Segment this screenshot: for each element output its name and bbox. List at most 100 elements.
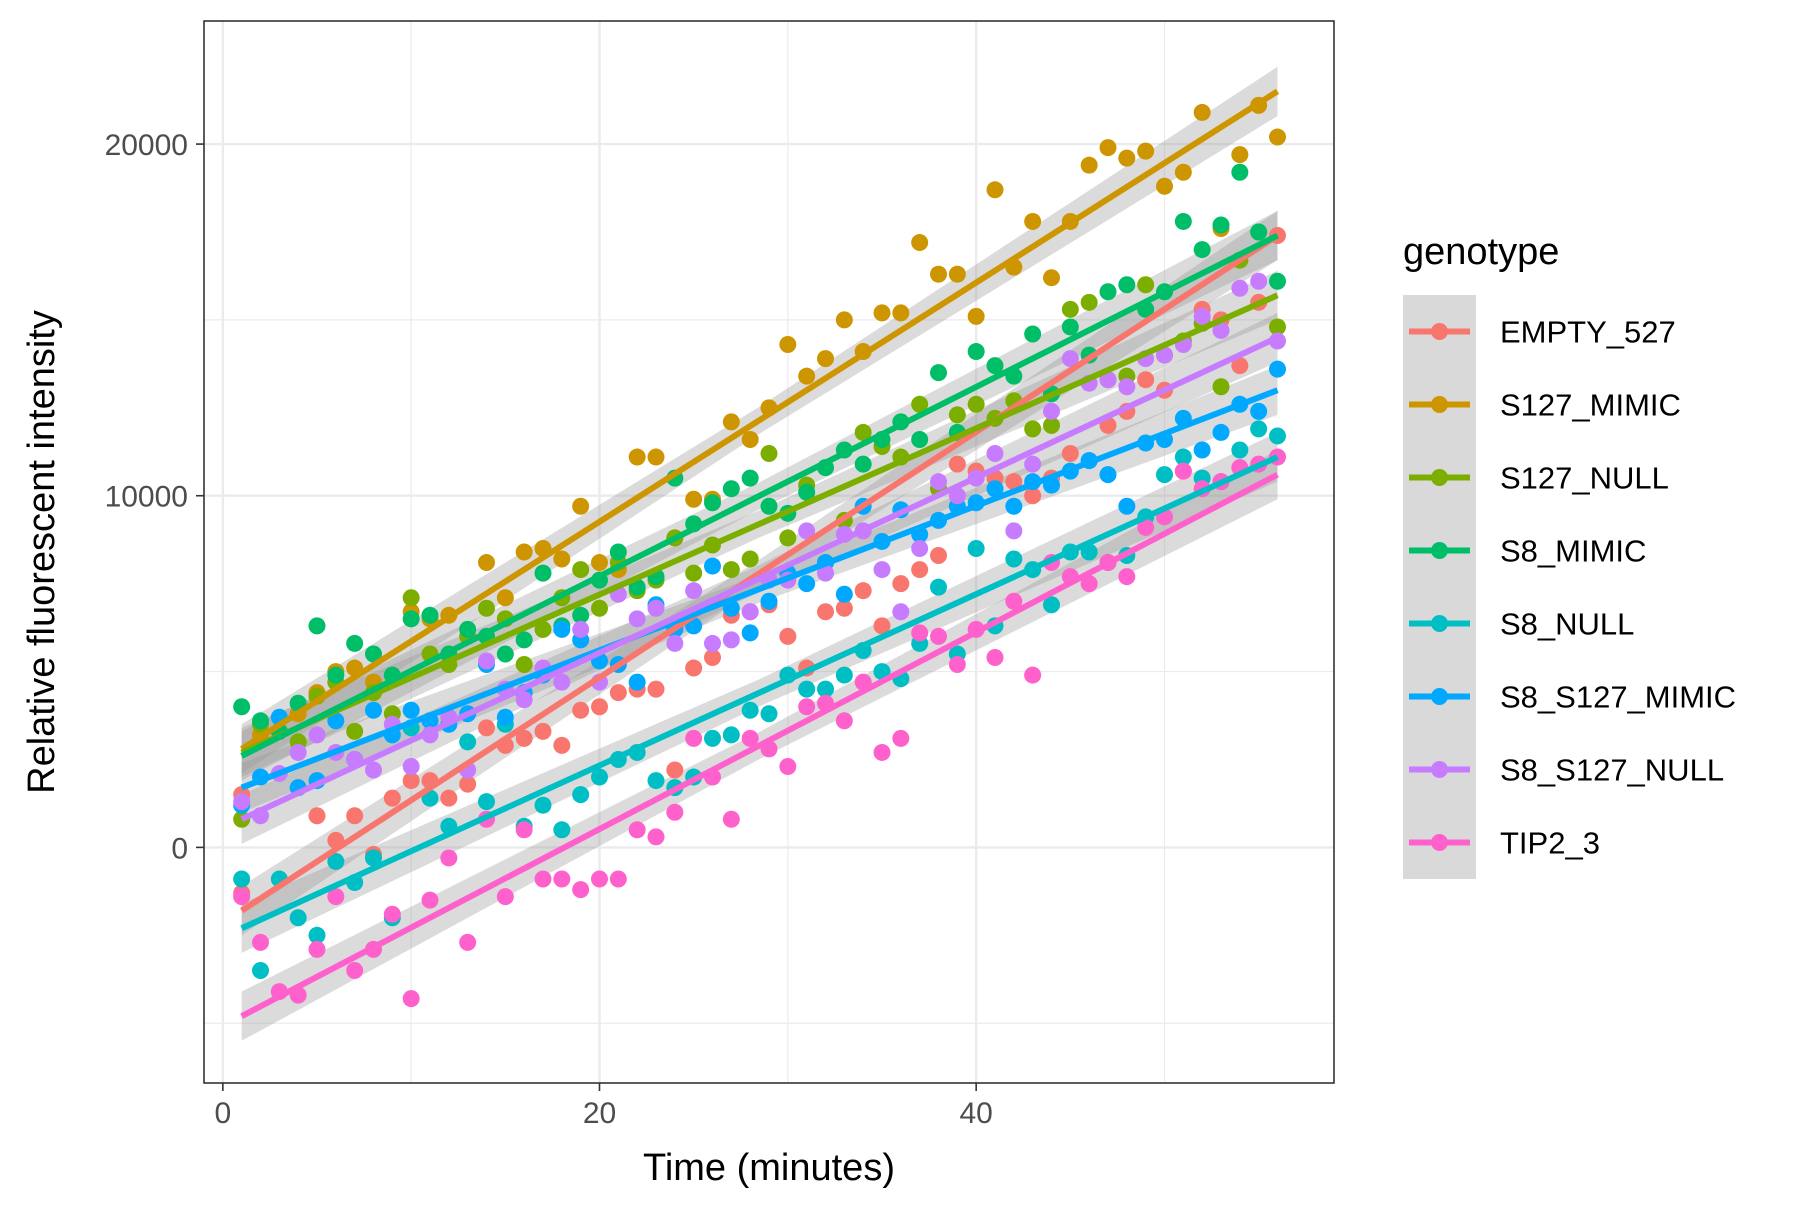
data-point-tip2-3	[534, 870, 552, 888]
data-point-s8-s127-null	[233, 793, 251, 811]
data-point-s8-null	[459, 733, 477, 751]
data-point-s127-null	[1269, 318, 1286, 336]
y-axis-title: Relative fluorescent intensity	[21, 310, 63, 794]
data-point-s8-mimic	[402, 610, 420, 628]
data-point-s8-null	[365, 849, 382, 867]
data-point-s8-mimic	[854, 455, 872, 473]
data-point-s8-s127-null	[1212, 321, 1230, 339]
data-point-s8-s127-null	[741, 603, 759, 621]
data-point-s127-mimic	[1193, 103, 1211, 121]
data-point-s8-null	[967, 539, 985, 557]
data-point-s127-null	[515, 656, 533, 674]
data-point-s127-mimic	[553, 550, 571, 568]
data-point-tip2-3	[1137, 518, 1155, 536]
data-point-tip2-3	[628, 821, 646, 839]
data-point-tip2-3	[930, 627, 947, 645]
data-point-s127-mimic	[1269, 128, 1286, 146]
data-point-tip2-3	[1118, 568, 1136, 586]
data-point-s8-s127-null	[911, 539, 929, 557]
data-point-s127-null	[760, 445, 778, 463]
data-point-s8-null	[1231, 441, 1249, 459]
data-point-s8-null	[835, 666, 853, 684]
data-point-s8-s127-null	[308, 726, 326, 744]
data-point-s8-s127-null	[647, 599, 665, 617]
data-point-s8-mimic	[911, 430, 929, 448]
data-point-s8-s127-null	[722, 631, 740, 649]
data-point-s8-mimic	[421, 606, 439, 624]
data-point-tip2-3	[1174, 462, 1192, 480]
data-point-s127-mimic	[685, 490, 703, 508]
data-point-tip2-3	[948, 656, 966, 674]
data-point-s127-mimic	[1080, 156, 1098, 174]
data-point-s8-s127-null	[402, 758, 420, 776]
data-point-empty-527	[1024, 487, 1042, 505]
data-point-tip2-3	[1024, 666, 1042, 684]
data-point-s8-s127-mimic	[327, 712, 345, 730]
data-point-tip2-3	[1080, 575, 1098, 593]
data-point-empty-527	[440, 789, 458, 807]
data-point-s127-mimic	[572, 497, 590, 515]
data-point-s127-mimic	[1231, 146, 1249, 164]
data-point-s8-s127-null	[365, 761, 382, 779]
data-point-s8-null	[704, 729, 721, 747]
data-point-s8-s127-mimic	[1250, 402, 1268, 420]
data-point-s8-s127-null	[572, 620, 590, 638]
legend-key-point-s8-s127-null	[1431, 761, 1448, 778]
data-point-s8-s127-null	[685, 582, 703, 600]
data-point-s127-null	[402, 589, 420, 607]
data-point-empty-527	[478, 719, 495, 737]
data-point-s8-mimic	[722, 480, 740, 498]
data-point-s127-mimic	[798, 367, 816, 385]
data-point-empty-527	[402, 772, 420, 790]
data-point-s127-null	[534, 620, 552, 638]
data-point-s8-mimic	[1174, 212, 1192, 230]
data-point-tip2-3	[346, 961, 364, 979]
data-point-s8-null	[534, 796, 552, 814]
data-point-tip2-3	[591, 870, 608, 888]
data-point-s8-s127-mimic	[835, 585, 853, 603]
data-point-empty-527	[948, 455, 966, 473]
data-point-empty-527	[591, 698, 608, 716]
data-point-s8-mimic	[1212, 216, 1230, 234]
data-point-tip2-3	[515, 821, 533, 839]
data-point-s127-null	[1137, 276, 1155, 294]
data-point-empty-527	[835, 599, 853, 617]
x-axis-title: Time (minutes)	[643, 1147, 895, 1189]
data-point-tip2-3	[892, 729, 910, 747]
data-point-empty-527	[553, 736, 571, 754]
legend-label-tip2-3: TIP2_3	[1500, 826, 1600, 861]
legend-key-point-s8-mimic	[1431, 542, 1448, 559]
data-point-tip2-3	[741, 729, 759, 747]
data-point-s8-null	[1156, 466, 1173, 484]
data-point-s127-mimic	[741, 430, 759, 448]
data-point-empty-527	[817, 603, 834, 621]
data-point-s127-mimic	[628, 448, 646, 466]
data-point-empty-527	[704, 648, 721, 666]
data-point-tip2-3	[233, 888, 251, 906]
data-point-s8-mimic	[252, 712, 269, 730]
data-point-s8-null	[252, 961, 269, 979]
data-point-s8-s127-null	[1061, 350, 1079, 368]
data-point-s8-null	[233, 870, 251, 888]
data-point-s8-s127-null	[704, 634, 721, 652]
data-point-s8-mimic	[1250, 223, 1268, 241]
data-point-empty-527	[346, 807, 364, 825]
legend-key-background	[1403, 295, 1476, 879]
data-point-tip2-3	[553, 870, 571, 888]
data-point-s127-mimic	[1024, 212, 1042, 230]
data-point-tip2-3	[798, 698, 816, 716]
data-point-s8-s127-mimic	[628, 673, 646, 691]
data-point-tip2-3	[459, 933, 477, 951]
data-point-s8-mimic	[365, 645, 382, 663]
data-point-tip2-3	[647, 828, 665, 846]
legend-label-s127-mimic: S127_MIMIC	[1500, 388, 1681, 423]
data-point-s127-mimic	[647, 448, 665, 466]
data-point-s8-s127-mimic	[1005, 497, 1023, 515]
data-point-s8-mimic	[1269, 272, 1286, 290]
data-point-tip2-3	[873, 743, 891, 761]
data-point-s8-s127-mimic	[553, 620, 571, 638]
data-point-s8-null	[1043, 596, 1060, 614]
legend-key-point-s127-null	[1431, 469, 1448, 486]
data-point-empty-527	[308, 807, 326, 825]
